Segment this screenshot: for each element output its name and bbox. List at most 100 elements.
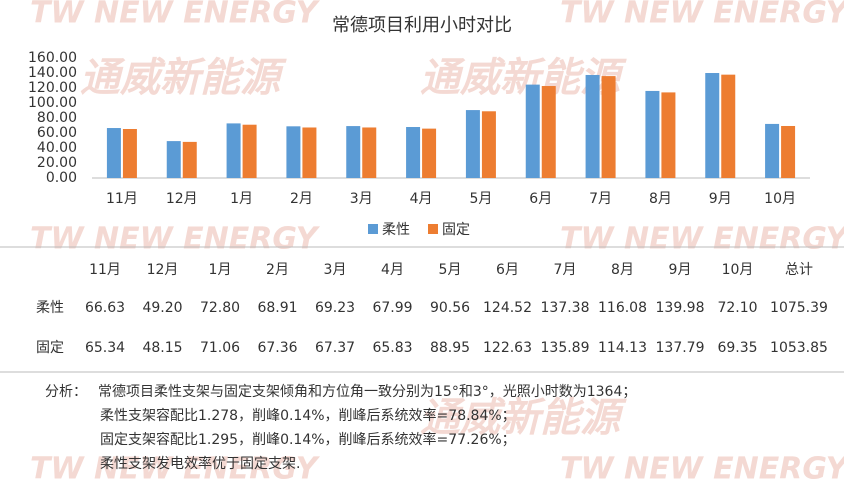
y-tick-label: 60.00: [37, 125, 77, 141]
table-cell: 88.95: [430, 340, 470, 356]
table-header: 12月: [147, 262, 179, 278]
table-header: 总计: [785, 262, 813, 278]
bar: [122, 128, 137, 178]
watermark: TW NEW ENERGY: [560, 452, 844, 487]
watermark: TW NEW ENERGY: [30, 0, 321, 31]
table-header: 1月: [209, 262, 232, 278]
table-cell: 137.79: [656, 340, 705, 356]
bar: [286, 126, 301, 178]
table-cell: 69.35: [717, 340, 757, 356]
x-tick-label: 6月: [529, 191, 552, 207]
bar: [422, 128, 437, 178]
bar: [465, 110, 480, 178]
bar: [645, 90, 660, 178]
table-cell: 124.52: [483, 300, 532, 316]
table-header: 5月: [439, 262, 462, 278]
table-header: 6月: [496, 262, 519, 278]
legend-label: 柔性: [382, 222, 410, 238]
table-cell: 69.23: [315, 300, 355, 316]
y-tick-label: 40.00: [37, 140, 77, 156]
legend-swatch: [428, 224, 438, 234]
row-label: 柔性: [36, 300, 64, 316]
analysis-line: 常德项目柔性支架与固定支架倾角和方位角一致分别为15°和3°，光照小时数为136…: [98, 384, 636, 400]
table-cell: 65.83: [372, 340, 412, 356]
table-header: 7月: [554, 262, 577, 278]
table-cell: 67.99: [372, 300, 412, 316]
bar: [541, 86, 556, 178]
bar: [705, 73, 720, 178]
x-tick-label: 2月: [290, 191, 313, 207]
x-tick-label: 8月: [649, 191, 672, 207]
watermark: TW NEW ENERGY: [30, 452, 321, 487]
watermark: TW NEW ENERGY: [30, 222, 321, 257]
bar: [661, 92, 676, 178]
row-label: 固定: [36, 340, 64, 356]
table-header: 2月: [266, 262, 289, 278]
watermark: TW NEW ENERGY: [560, 222, 844, 257]
legend-label: 固定: [442, 222, 470, 238]
y-tick-label: 0.00: [46, 170, 77, 186]
table-total: 1053.85: [770, 340, 828, 356]
analysis-label: 分析：: [45, 384, 87, 400]
table-cell: 48.15: [142, 340, 182, 356]
table-cell: 72.80: [200, 300, 240, 316]
bar: [362, 127, 377, 178]
table-header: 10月: [722, 262, 754, 278]
y-tick-label: 120.00: [28, 80, 77, 96]
table-cell: 137.38: [541, 300, 590, 316]
x-tick-label: 7月: [589, 191, 612, 207]
y-tick-label: 140.00: [28, 65, 77, 81]
table-cell: 65.34: [85, 340, 125, 356]
watermark: TW NEW ENERGY: [560, 0, 844, 31]
bar: [406, 127, 421, 178]
table-cell: 49.20: [142, 300, 182, 316]
table-total: 1075.39: [770, 300, 828, 316]
bar: [765, 123, 780, 178]
y-tick-label: 100.00: [28, 95, 77, 111]
table-header: 3月: [324, 262, 347, 278]
x-tick-label: 10月: [764, 191, 796, 207]
chart-title: 常德项目利用小时对比: [332, 15, 512, 36]
bar: [601, 76, 616, 178]
table-header: 4月: [381, 262, 404, 278]
bar: [525, 84, 540, 178]
table-cell: 68.91: [257, 300, 297, 316]
watermark: 通威新能源: [420, 395, 627, 441]
table-cell: 114.13: [598, 340, 647, 356]
bar: [781, 125, 796, 178]
x-tick-label: 3月: [350, 191, 373, 207]
legend-swatch: [368, 224, 378, 234]
table-cell: 67.36: [257, 340, 297, 356]
table-header: 9月: [669, 262, 692, 278]
table-cell: 72.10: [717, 300, 757, 316]
y-tick-label: 20.00: [37, 155, 77, 171]
bar: [166, 141, 181, 178]
bar: [346, 126, 361, 178]
bar: [242, 124, 257, 178]
x-tick-label: 1月: [230, 191, 253, 207]
y-tick-label: 80.00: [37, 110, 77, 126]
bar: [585, 74, 600, 178]
watermark: 通威新能源: [80, 55, 287, 101]
table-header: 8月: [611, 262, 634, 278]
analysis-line: 柔性支架发电效率优于固定支架.: [100, 455, 300, 472]
table-cell: 66.63: [85, 300, 125, 316]
table-cell: 71.06: [200, 340, 240, 356]
table-cell: 116.08: [598, 300, 647, 316]
bar: [226, 123, 241, 178]
bar: [721, 74, 736, 178]
analysis-line: 柔性支架容配比1.278，削峰0.14%，削峰后系统效率=78.84%；: [100, 407, 516, 424]
y-tick-label: 160.00: [28, 50, 77, 66]
table-cell: 139.98: [656, 300, 705, 316]
table-cell: 135.89: [541, 340, 590, 356]
table-cell: 122.63: [483, 340, 532, 356]
bar: [302, 127, 317, 178]
x-tick-label: 5月: [469, 191, 492, 207]
table-header: 11月: [89, 262, 121, 278]
table-cell: 67.37: [315, 340, 355, 356]
analysis-line: 固定支架容配比1.295，削峰0.14%，削峰后系统效率=77.26%；: [100, 431, 516, 448]
bar: [106, 128, 121, 178]
bar: [182, 141, 197, 178]
table-cell: 90.56: [430, 300, 470, 316]
